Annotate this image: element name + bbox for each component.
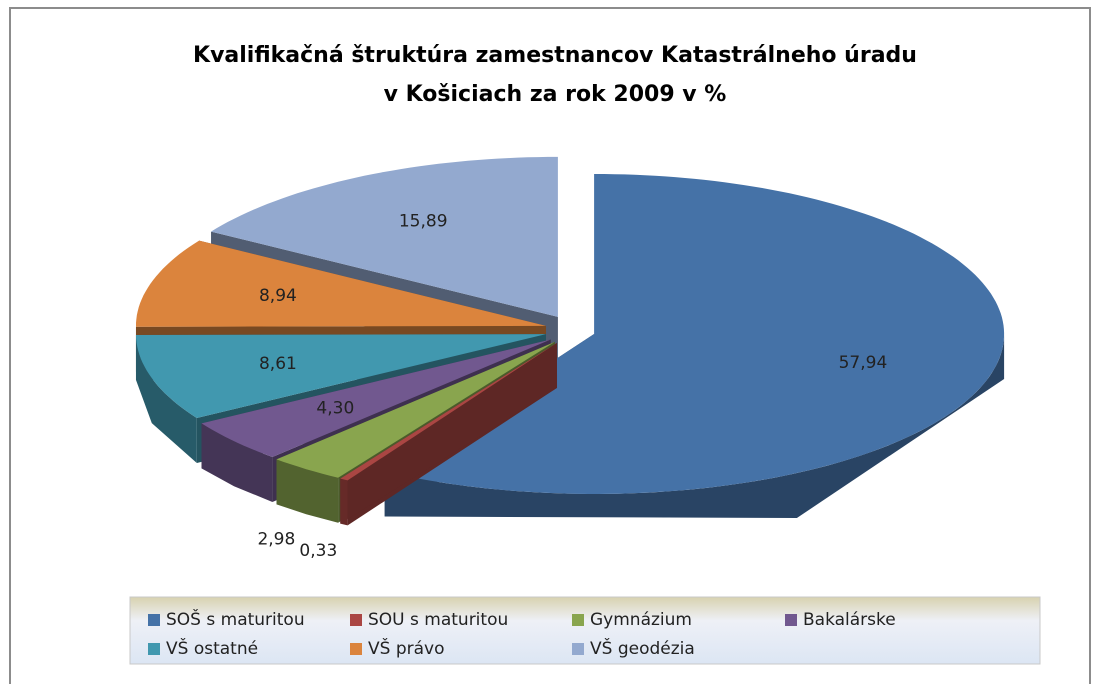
slice-wall xyxy=(201,423,273,502)
slice-side xyxy=(340,342,558,524)
data-label: 4,30 xyxy=(316,399,354,419)
slice xyxy=(201,339,551,457)
legend-label: VŠ geodézia xyxy=(590,637,695,659)
data-label: 8,61 xyxy=(259,354,297,374)
pie: 57,94 0,332,98 4,30 8,61 8,94 15,89 xyxy=(135,156,1005,561)
legend-items: SOŠ s maturitou SOU s maturitou Gymnázium B… xyxy=(148,608,896,659)
legend-swatch xyxy=(785,614,797,626)
legend-swatch xyxy=(572,643,584,655)
legend-label: Gymnázium xyxy=(590,610,692,630)
legend-swatch xyxy=(148,614,160,626)
legend-swatch xyxy=(572,614,584,626)
legend-swatch xyxy=(148,643,160,655)
chart-title: Kvalifikačná štruktúra zamestnancov Kata… xyxy=(193,43,917,68)
legend-label: VŠ právo xyxy=(368,637,444,659)
slice-wall xyxy=(384,334,1005,518)
data-label: 57,94 xyxy=(839,353,888,373)
slice xyxy=(211,156,558,317)
slice-wall xyxy=(136,335,197,463)
legend-swatch xyxy=(350,643,362,655)
data-label: 8,94 xyxy=(259,286,297,306)
chart-title: v Košiciach za rok 2009 v % xyxy=(384,82,727,107)
data-label: 2,98 xyxy=(257,529,295,549)
legend-swatch xyxy=(350,614,362,626)
legend xyxy=(129,596,1041,665)
legend-label: SOU s maturitou xyxy=(368,610,508,630)
slice xyxy=(136,334,546,418)
slice xyxy=(384,174,1005,494)
slice xyxy=(276,341,555,478)
slice xyxy=(136,240,546,327)
slice-wall xyxy=(276,459,339,523)
legend-label: SOŠ s maturitou xyxy=(166,608,305,630)
data-label: 15,89 xyxy=(399,212,448,232)
slice-wall xyxy=(340,478,348,526)
slice xyxy=(340,342,558,481)
data-label: 0,33 xyxy=(299,541,337,561)
legend-label: VŠ ostatné xyxy=(166,637,258,659)
legend-label: Bakalárske xyxy=(803,610,896,630)
